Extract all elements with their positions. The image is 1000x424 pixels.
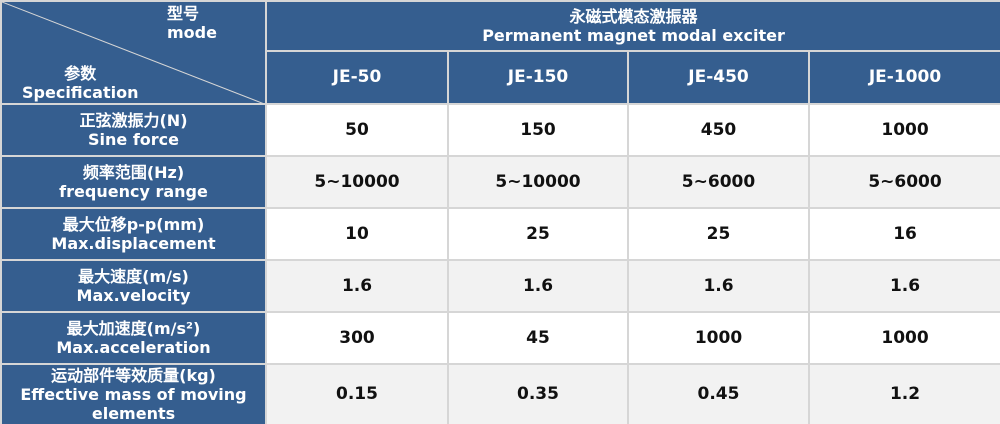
value-cell: 1.6 (627, 259, 810, 313)
value-cell: 16 (807, 207, 1000, 261)
row-label-cn: 频率范围(Hz) (82, 163, 185, 182)
value-cell: 1.6 (265, 259, 449, 313)
model-label-en: mode (167, 23, 217, 42)
value-cell: 1.6 (807, 259, 1000, 313)
value-cell: 5~10000 (265, 155, 449, 209)
value-cell: 0.35 (447, 363, 629, 424)
product-title-en: Permanent magnet modal exciter (482, 26, 785, 45)
value-cell: 5~10000 (447, 155, 629, 209)
model-header: JE-150 (447, 50, 629, 105)
model-header: JE-1000 (807, 50, 1000, 105)
product-title-cell: 永磁式模态激振器 Permanent magnet modal exciter (264, 0, 1000, 52)
value-cell: 150 (447, 103, 629, 157)
value-cell: 0.15 (265, 363, 449, 424)
value-cell: 0.45 (627, 363, 810, 424)
row-label-cn: 最大速度(m/s) (78, 267, 189, 286)
corner-header-cell: 型号 mode 参数 Specification (0, 0, 267, 105)
table-row: 最大速度(m/s) Max.velocity 1.6 1.6 1.6 1.6 (0, 259, 1000, 313)
spec-label-en: Specification (22, 83, 139, 102)
row-label-en: Max.displacement (51, 234, 216, 253)
row-label-cn: 运动部件等效质量(kg) (51, 366, 216, 385)
table-row: 最大加速度(m/s²) Max.acceleration 300 45 1000 1000 (0, 311, 1000, 365)
model-header: JE-450 (627, 50, 810, 105)
spec-label: 参数 Specification (22, 64, 138, 102)
value-cell: 50 (265, 103, 449, 157)
value-cell: 10 (265, 207, 449, 261)
value-cell: 1.2 (807, 363, 1000, 424)
table-row: 频率范围(Hz) frequency range 5~10000 5~10000 5~6… (0, 155, 1000, 209)
table-row: 最大位移p-p(mm) Max.displacement 10 25 25 16 (0, 207, 1000, 261)
value-cell: 300 (265, 311, 449, 365)
value-cell: 25 (627, 207, 810, 261)
value-cell: 450 (627, 103, 810, 157)
row-label-en: frequency range (59, 182, 208, 201)
row-label: 频率范围(Hz) frequency range (0, 155, 267, 209)
value-cell: 5~6000 (627, 155, 810, 209)
value-cell: 1.6 (447, 259, 629, 313)
table-row: 正弦激振力(N) Sine force 50 150 450 1000 (0, 103, 1000, 157)
row-label-en: Max.acceleration (56, 338, 211, 357)
row-label-cn: 最大位移p-p(mm) (62, 215, 205, 234)
row-label-cn: 最大加速度(m/s²) (66, 319, 201, 338)
model-header: JE-50 (265, 50, 449, 105)
value-cell: 1000 (807, 103, 1000, 157)
table-row: 运动部件等效质量(kg) Effective mass of moving ele… (0, 363, 1000, 424)
row-label-cn: 正弦激振力(N) (79, 111, 188, 130)
row-label-en: Sine force (88, 130, 179, 149)
row-label: 运动部件等效质量(kg) Effective mass of moving ele… (0, 363, 267, 424)
value-cell: 1000 (807, 311, 1000, 365)
value-cell: 45 (447, 311, 629, 365)
value-cell: 5~6000 (807, 155, 1000, 209)
value-cell: 25 (447, 207, 629, 261)
row-label: 正弦激振力(N) Sine force (0, 103, 267, 157)
row-label: 最大加速度(m/s²) Max.acceleration (0, 311, 267, 365)
model-label-cn: 型号 (167, 4, 200, 23)
diagonal-divider (2, 2, 267, 105)
spec-label-cn: 参数 (64, 64, 97, 83)
row-label: 最大速度(m/s) Max.velocity (0, 259, 267, 313)
model-label: 型号 mode (167, 4, 217, 42)
row-label-en: Effective mass of moving elements (20, 385, 247, 423)
product-title-cn: 永磁式模态激振器 (569, 7, 698, 26)
row-label-en: Max.velocity (76, 286, 191, 305)
value-cell: 1000 (627, 311, 810, 365)
row-label: 最大位移p-p(mm) Max.displacement (0, 207, 267, 261)
